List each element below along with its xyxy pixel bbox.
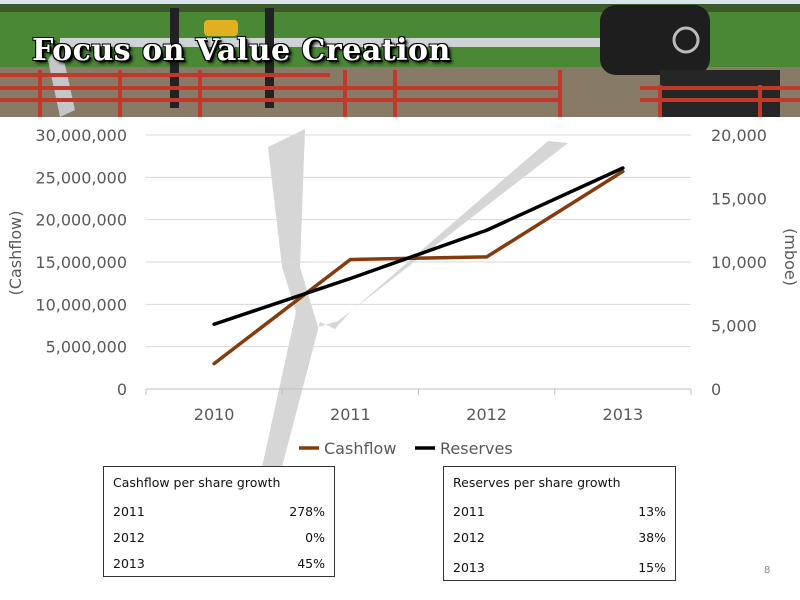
growth-value: 15% — [638, 560, 666, 575]
table-row: 2012 0% — [113, 530, 325, 548]
x-axis-ticks: 2010 2011 2012 2013 — [194, 405, 643, 424]
x-tick-label: 2013 — [603, 405, 644, 424]
watermark-logo — [262, 129, 568, 467]
right-tick-label: 5,000 — [711, 317, 757, 336]
x-tick-label: 2012 — [466, 405, 507, 424]
right-axis-title: (mboe) — [781, 228, 800, 286]
year-cell: 2012 — [453, 530, 485, 545]
year-cell: 2011 — [453, 504, 485, 519]
left-axis-title: (Cashflow) — [6, 211, 25, 296]
table-row: 2012 38% — [453, 530, 666, 548]
chart-gridlines — [145, 134, 692, 395]
series-line-reserves — [212, 166, 625, 326]
right-tick-label: 20,000 — [711, 126, 767, 145]
year-cell: 2012 — [113, 530, 145, 545]
table-row: 2013 45% — [113, 556, 325, 574]
right-tick-label: 0 — [711, 380, 721, 399]
x-tick-label: 2010 — [194, 405, 235, 424]
reserves-growth-table: Reserves per share growth 2011 13% 2012 … — [443, 466, 676, 581]
left-tick-label: 0 — [117, 380, 127, 399]
legend-label: Reserves — [440, 439, 513, 458]
year-cell: 2011 — [113, 504, 145, 519]
year-cell: 2013 — [113, 556, 145, 571]
left-tick-label: 20,000,000 — [35, 211, 127, 230]
year-cell: 2013 — [453, 560, 485, 575]
table-row: 2013 15% — [453, 560, 666, 578]
cashflow-reserves-chart: 0 5,000,000 10,000,000 15,000,000 20,000,000… — [6, 126, 800, 467]
chart-series — [212, 166, 625, 366]
header-banner: Focus on Value Creation — [0, 0, 800, 117]
table-row: 2011 13% — [453, 504, 666, 522]
left-tick-label: 25,000,000 — [35, 168, 127, 187]
cashflow-table-header: Cashflow per share growth — [113, 475, 281, 490]
page-number: 8 — [764, 565, 771, 576]
slide-title: Focus on Value Creation — [32, 33, 451, 68]
table-row: 2011 278% — [113, 504, 325, 522]
oilfield-photo — [0, 0, 800, 117]
left-tick-label: 30,000,000 — [35, 126, 127, 145]
series-line-cashflow — [212, 169, 625, 366]
growth-value: 13% — [638, 504, 666, 519]
growth-value: 278% — [289, 504, 325, 519]
growth-value: 0% — [305, 530, 325, 545]
growth-value: 45% — [297, 556, 325, 571]
left-tick-label: 15,000,000 — [35, 253, 127, 272]
cashflow-growth-table: Cashflow per share growth 2011 278% 2012… — [103, 466, 335, 577]
legend-label: Cashflow — [324, 439, 396, 458]
chart-legend: Cashflow Reserves — [299, 439, 513, 458]
left-tick-label: 10,000,000 — [35, 295, 127, 314]
left-tick-label: 5,000,000 — [46, 338, 127, 357]
reserves-table-header: Reserves per share growth — [453, 475, 621, 490]
left-axis-ticks: 0 5,000,000 10,000,000 15,000,000 20,000,000… — [35, 126, 127, 399]
x-tick-label: 2011 — [330, 405, 371, 424]
right-tick-label: 10,000 — [711, 253, 767, 272]
right-axis-ticks: 0 5,000 10,000 15,000 20,000 — [711, 126, 767, 399]
right-tick-label: 15,000 — [711, 190, 767, 209]
growth-value: 38% — [638, 530, 666, 545]
